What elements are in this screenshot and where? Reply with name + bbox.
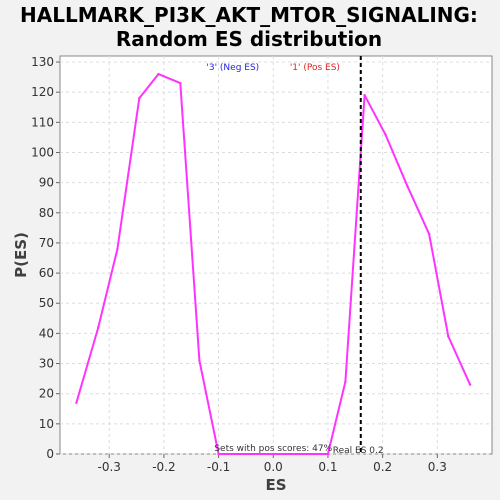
y-tick-label: 40 [39,326,54,340]
y-tick-label: 20 [39,387,54,401]
data-point [157,72,160,76]
x-tick-label: 0.3 [428,460,447,474]
y-tick-label: 120 [31,85,54,99]
y-tick-label: 100 [31,145,54,159]
y-tick-label: 0 [46,447,54,461]
data-point [326,452,330,456]
x-axis-label: ES [265,476,286,494]
pos-es-annotation: '1' (Pos ES) [290,63,340,73]
y-tick-label: 10 [39,417,54,431]
x-tick-label: -0.1 [207,460,230,474]
data-point [75,401,78,404]
data-point [363,93,366,97]
y-tick-label: 30 [39,357,54,371]
x-tick-label: 0.2 [373,460,392,474]
neg-es-annotation: '3' (Neg ES) [206,63,259,73]
data-point [406,184,409,187]
y-tick-label: 50 [39,296,54,310]
data-point [97,326,100,329]
data-point [384,133,387,136]
data-point [198,359,201,362]
y-axis-label: P(ES) [12,232,30,278]
data-point [217,452,220,456]
series-line [75,73,472,455]
y-tick-label: 60 [39,266,54,280]
y-tick-label: 130 [31,55,54,69]
axis-ticks: -0.3 -0.2 -0.1 0.0 0.1 0.2 0.3 0 10 20 30 40 50 60 70 8… [31,55,447,474]
pos-scores-annotation: Sets with pos scores: 47% [214,444,332,454]
data-point [468,383,472,386]
x-tick-label: -0.3 [98,460,121,474]
data-point [447,335,450,338]
data-point [116,247,119,251]
data-point [138,97,141,100]
grid-lines [60,56,492,455]
x-tick-label: -0.2 [152,460,175,474]
y-tick-label: 80 [39,206,54,220]
chart-title-line-2: Random ES distribution [116,27,382,51]
data-point [344,380,347,383]
data-point [427,232,431,236]
plot-area [59,55,493,455]
y-tick-label: 70 [39,236,54,250]
data-point [179,81,182,85]
real-es-label: Real ES 0.2 [333,446,384,456]
y-tick-label: 110 [31,115,54,129]
series-group [75,72,472,456]
x-tick-label: 0.1 [318,460,337,474]
y-tick-label: 90 [39,176,54,190]
x-tick-label: 0.0 [264,460,283,474]
chart-title-line-1: HALLMARK_PI3K_AKT_MTOR_SIGNALING: [20,3,478,27]
